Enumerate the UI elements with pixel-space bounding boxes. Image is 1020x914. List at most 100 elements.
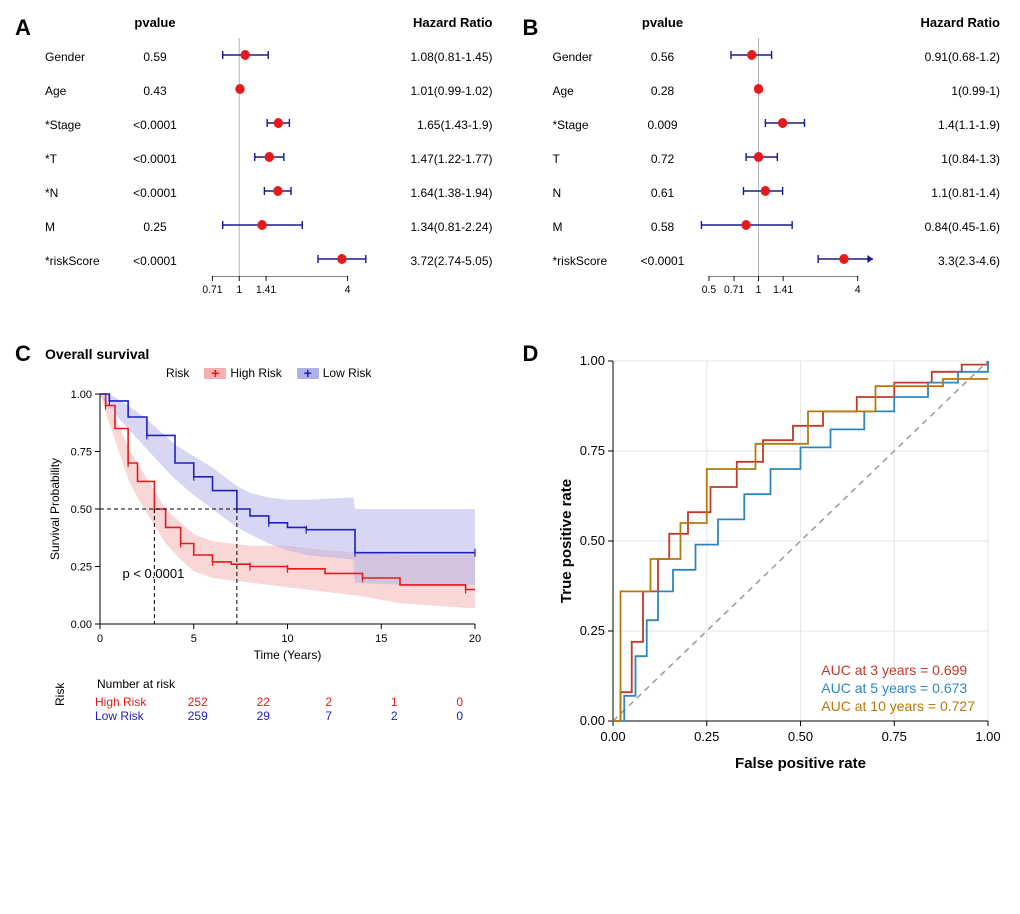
forest-pvalue: 0.25 bbox=[125, 220, 185, 234]
forest-hr-text: 1.01(0.99-1.02) bbox=[373, 84, 493, 98]
svg-text:1.00: 1.00 bbox=[579, 353, 604, 368]
risk-cell: 29 bbox=[231, 709, 297, 723]
risk-row-high-label: High Risk bbox=[95, 695, 165, 709]
svg-text:p < 0.0001: p < 0.0001 bbox=[123, 566, 185, 581]
forest-row: Gender 0.56 0.91(0.68-1.2) bbox=[553, 38, 1001, 72]
svg-text:1.41: 1.41 bbox=[256, 284, 276, 296]
svg-text:0.71: 0.71 bbox=[202, 284, 222, 296]
forest-row: T 0.72 1(0.84-1.3) bbox=[553, 140, 1001, 174]
forest-b-hr-header: Hazard Ratio bbox=[880, 15, 1000, 30]
forest-variable-label: Gender bbox=[45, 50, 125, 64]
forest-variable-label: *riskScore bbox=[45, 254, 125, 268]
survival-title: Overall survival bbox=[45, 346, 493, 362]
svg-text:0.50: 0.50 bbox=[787, 729, 812, 744]
svg-text:1.00: 1.00 bbox=[71, 389, 92, 401]
survival-legend-label: Risk bbox=[166, 366, 189, 380]
svg-text:0.75: 0.75 bbox=[579, 443, 604, 458]
survival-plot: 051015200.000.250.500.751.00Time (Years)… bbox=[45, 384, 493, 669]
forest-pvalue: 0.56 bbox=[633, 50, 693, 64]
svg-text:0.71: 0.71 bbox=[724, 284, 744, 296]
roc-legend-item: AUC at 10 years = 0.727 bbox=[821, 698, 975, 714]
risk-table: Number at risk Risk High Risk25222210Low… bbox=[45, 677, 493, 725]
forest-variable-label: *Stage bbox=[553, 118, 633, 132]
svg-text:1.41: 1.41 bbox=[773, 284, 793, 296]
forest-pvalue: <0.0001 bbox=[125, 254, 185, 268]
risk-row-low-label: Low Risk bbox=[95, 709, 165, 723]
forest-hr-text: 1.4(1.1-1.9) bbox=[880, 118, 1000, 132]
forest-hr-text: 1.1(0.81-1.4) bbox=[880, 186, 1000, 200]
svg-text:0.75: 0.75 bbox=[71, 447, 92, 459]
panel-a-label: A bbox=[15, 15, 31, 41]
risk-cell: 252 bbox=[165, 695, 231, 709]
svg-text:Time (Years): Time (Years) bbox=[254, 648, 322, 662]
forest-pvalue: <0.0001 bbox=[125, 152, 185, 166]
forest-row: *riskScore <0.0001 3.3(2.3-4.6) bbox=[553, 242, 1001, 276]
forest-pvalue: 0.61 bbox=[633, 186, 693, 200]
panel-b: B pvalue Hazard Ratio Gender 0.56 0 bbox=[518, 10, 1011, 316]
forest-hr-text: 1(0.99-1) bbox=[880, 84, 1000, 98]
panel-c: C Overall survival Risk + High Risk + Lo… bbox=[10, 336, 503, 786]
svg-text:5: 5 bbox=[191, 633, 197, 645]
svg-text:0.5: 0.5 bbox=[701, 284, 715, 296]
roc-legend-item: AUC at 3 years = 0.699 bbox=[821, 662, 975, 678]
forest-pvalue: 0.43 bbox=[125, 84, 185, 98]
forest-variable-label: Gender bbox=[553, 50, 633, 64]
forest-a-pvalue-header: pvalue bbox=[125, 15, 185, 30]
risk-cell: 1 bbox=[362, 695, 428, 709]
svg-text:1.00: 1.00 bbox=[975, 729, 1000, 744]
forest-hr-text: 1.08(0.81-1.45) bbox=[373, 50, 493, 64]
svg-text:10: 10 bbox=[281, 633, 293, 645]
svg-text:15: 15 bbox=[375, 633, 387, 645]
forest-hr-text: 1.34(0.81-2.24) bbox=[373, 220, 493, 234]
forest-variable-label: M bbox=[45, 220, 125, 234]
forest-hr-text: 0.91(0.68-1.2) bbox=[880, 50, 1000, 64]
forest-row: M 0.25 1.34(0.81-2.24) bbox=[45, 208, 493, 242]
forest-a: pvalue Hazard Ratio Gender 0.59 1.08(0.8… bbox=[10, 10, 503, 316]
forest-hr-text: 0.84(0.45-1.6) bbox=[880, 220, 1000, 234]
svg-text:0.00: 0.00 bbox=[600, 729, 625, 744]
svg-text:1: 1 bbox=[236, 284, 242, 296]
forest-pvalue: <0.0001 bbox=[633, 254, 693, 268]
forest-variable-label: T bbox=[553, 152, 633, 166]
forest-row: Age 0.43 1.01(0.99-1.02) bbox=[45, 72, 493, 106]
roc-legend: AUC at 3 years = 0.699 AUC at 5 years = 0… bbox=[821, 660, 975, 716]
svg-text:0.75: 0.75 bbox=[881, 729, 906, 744]
risk-table-ylabel: Risk bbox=[53, 683, 67, 706]
legend-high-risk-label: High Risk bbox=[230, 366, 281, 380]
risk-cell: 2 bbox=[296, 695, 362, 709]
svg-text:20: 20 bbox=[469, 633, 481, 645]
forest-hr-text: 3.72(2.74-5.05) bbox=[373, 254, 493, 268]
svg-text:1: 1 bbox=[755, 284, 761, 296]
risk-cell: 259 bbox=[165, 709, 231, 723]
forest-pvalue: 0.58 bbox=[633, 220, 693, 234]
legend-high-risk: + High Risk bbox=[204, 366, 281, 380]
forest-pvalue: 0.59 bbox=[125, 50, 185, 64]
figure-grid: A pvalue Hazard Ratio Gender 0.59 1 bbox=[10, 10, 1010, 786]
forest-row: M 0.58 0.84(0.45-1.6) bbox=[553, 208, 1001, 242]
risk-cell: 0 bbox=[427, 709, 493, 723]
forest-pvalue: 0.009 bbox=[633, 118, 693, 132]
forest-row: *N <0.0001 1.64(1.38-1.94) bbox=[45, 174, 493, 208]
forest-hr-text: 1.65(1.43-1.9) bbox=[373, 118, 493, 132]
panel-d: D 0.000.000.250.250.500.500.750.751.001.… bbox=[518, 336, 1011, 786]
forest-b-pvalue-header: pvalue bbox=[633, 15, 693, 30]
forest-variable-label: Age bbox=[553, 84, 633, 98]
forest-b: pvalue Hazard Ratio Gender 0.56 0.91(0.6… bbox=[518, 10, 1011, 316]
forest-pvalue: <0.0001 bbox=[125, 118, 185, 132]
forest-variable-label: *Stage bbox=[45, 118, 125, 132]
forest-pvalue: 0.72 bbox=[633, 152, 693, 166]
risk-cell: 2 bbox=[362, 709, 428, 723]
svg-text:0.00: 0.00 bbox=[71, 619, 92, 631]
roc-legend-item: AUC at 5 years = 0.673 bbox=[821, 680, 975, 696]
svg-text:4: 4 bbox=[345, 284, 351, 296]
forest-variable-label: M bbox=[553, 220, 633, 234]
forest-variable-label: Age bbox=[45, 84, 125, 98]
svg-text:0.25: 0.25 bbox=[694, 729, 719, 744]
forest-variable-label: *T bbox=[45, 152, 125, 166]
svg-text:4: 4 bbox=[854, 284, 860, 296]
panel-c-label: C bbox=[15, 341, 31, 367]
svg-text:0.50: 0.50 bbox=[579, 533, 604, 548]
risk-cell: 7 bbox=[296, 709, 362, 723]
forest-row: Age 0.28 1(0.99-1) bbox=[553, 72, 1001, 106]
risk-cell: 22 bbox=[231, 695, 297, 709]
